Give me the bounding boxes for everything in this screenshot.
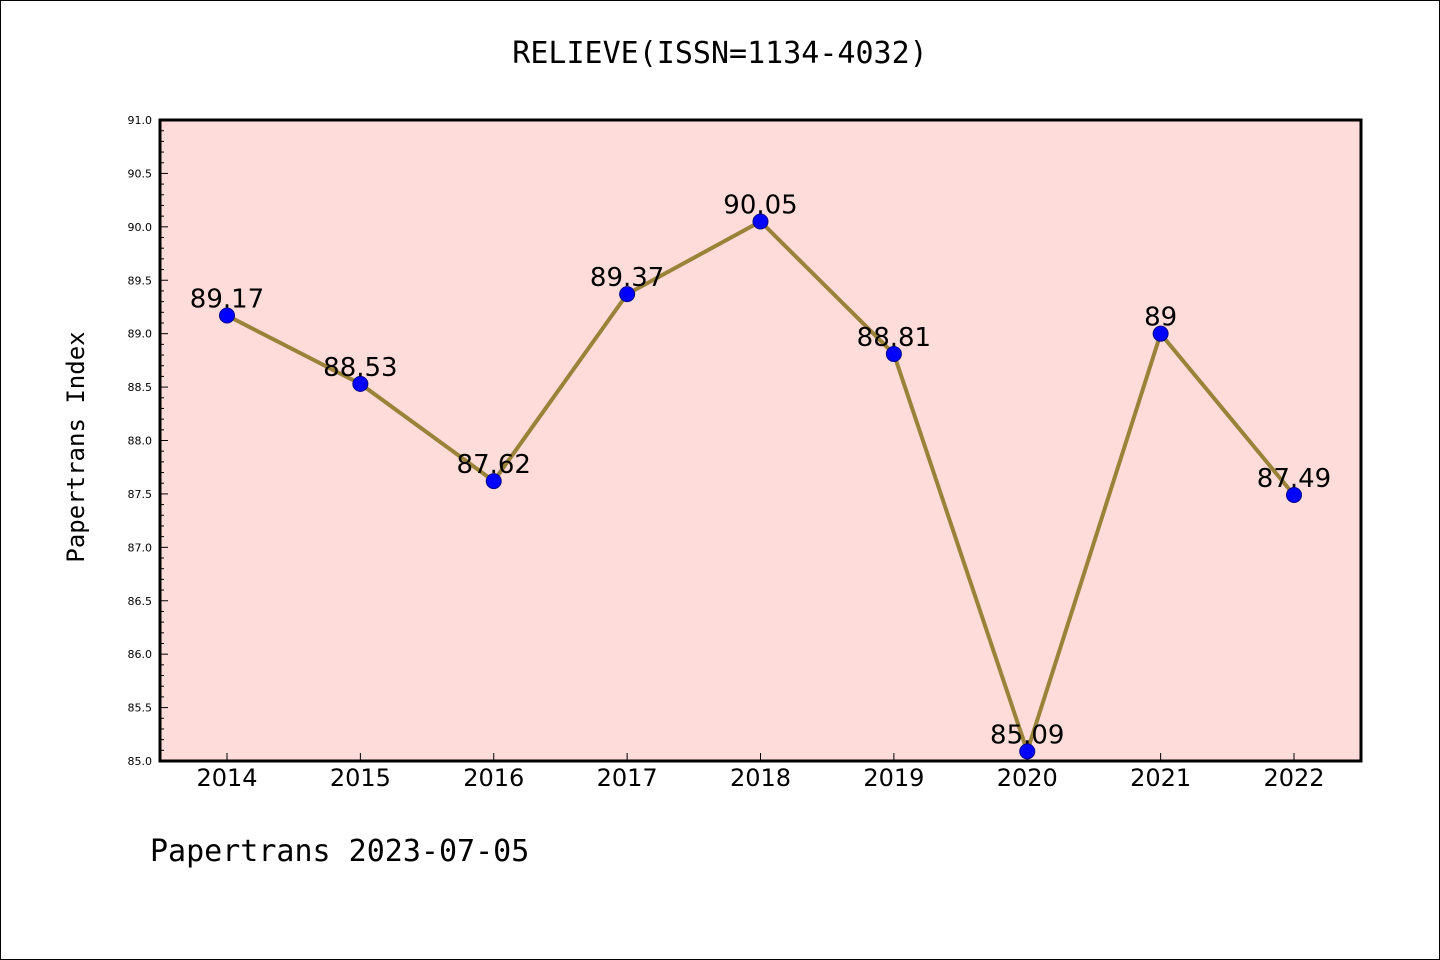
data-label: 88.53 (323, 353, 397, 383)
y-tick-label: 86.5 (128, 595, 153, 608)
y-axis: 85.0 85.5 86.0 86.5 87.0 87.5 88.0 88.5 89.0 89.5… (128, 114, 168, 768)
data-point (885, 345, 902, 362)
data-markers (219, 213, 1302, 760)
plot-border (158, 118, 1363, 763)
chart-title: RELIEVE(ISSN=1134-4032) (512, 36, 928, 71)
x-tick-label: 2018 (730, 764, 791, 792)
data-labels: 89.17 88.53 87.62 89.37 90.05 88.81 85.09 89 87.… (190, 190, 1331, 750)
y-tick-label: 87.0 (128, 541, 153, 554)
y-tick-label: 89.0 (128, 328, 153, 341)
y-tick-label: 88.0 (128, 435, 153, 448)
y-tick-label: 85.0 (128, 755, 153, 768)
data-point (752, 213, 769, 230)
y-tick-label: 87.5 (128, 488, 153, 501)
x-tick-label: 2017 (597, 764, 658, 792)
x-tick-label: 2022 (1263, 764, 1324, 792)
y-tick-label: 89.5 (128, 274, 153, 287)
data-label: 89.17 (190, 285, 264, 315)
y-tick-label: 90.5 (128, 167, 153, 180)
data-point (1019, 743, 1036, 760)
data-point (1152, 325, 1169, 342)
data-point (219, 307, 235, 324)
y-tick-label: 86.0 (128, 648, 153, 661)
footer-text: Papertrans 2023-07-05 (150, 834, 530, 869)
y-tick-label: 91.0 (128, 114, 153, 127)
x-tick-label: 2014 (196, 764, 257, 792)
data-label: 87.62 (457, 450, 531, 480)
data-point (352, 375, 369, 392)
data-label: 88.81 (857, 323, 931, 353)
x-tick-label: 2021 (1130, 764, 1191, 792)
data-label: 89 (1144, 303, 1177, 333)
x-tick-label: 2015 (330, 764, 391, 792)
y-tick-label: 85.5 (128, 702, 153, 715)
data-label: 90.05 (723, 190, 797, 220)
x-tick-label: 2016 (463, 764, 524, 792)
data-label: 87.49 (1257, 464, 1331, 494)
y-tick-label: 90.0 (128, 221, 153, 234)
data-point (485, 473, 502, 490)
data-label: 89.37 (590, 263, 664, 293)
data-label: 85.09 (990, 720, 1064, 750)
data-point (1286, 486, 1302, 503)
x-axis: 2014 2015 2016 2017 2018 2019 2020 2021 2022 (196, 753, 1325, 792)
x-tick-label: 2019 (863, 764, 924, 792)
data-point (619, 286, 636, 303)
y-tick-label: 88.5 (128, 381, 153, 394)
x-tick-label: 2020 (997, 764, 1058, 792)
